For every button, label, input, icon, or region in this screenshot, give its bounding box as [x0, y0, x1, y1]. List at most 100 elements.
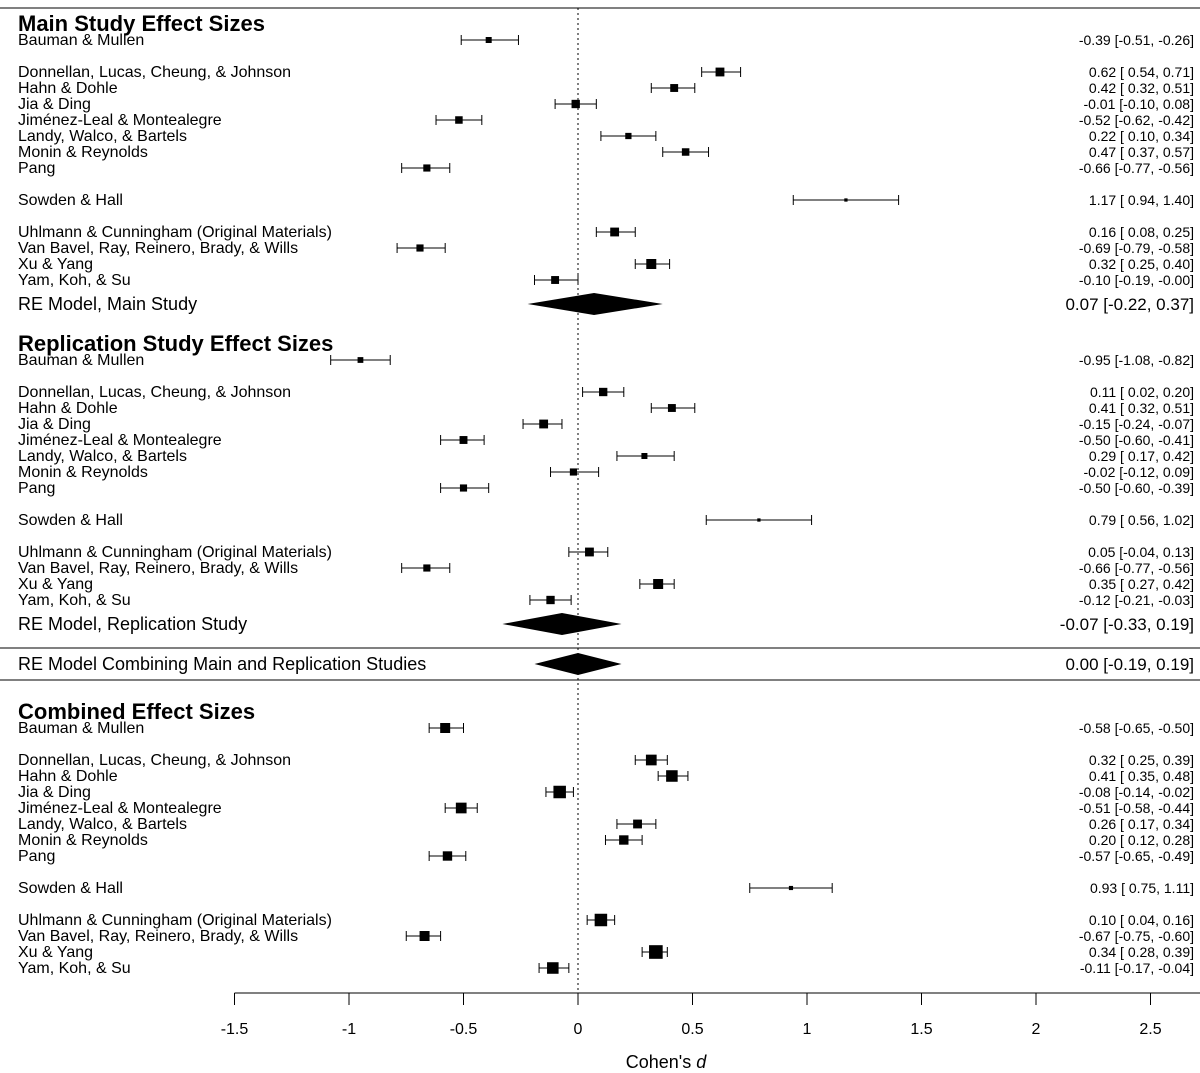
- section-1-study-ci: 1.17 [ 0.94, 1.40]: [1089, 192, 1194, 208]
- section-2-study-ci: 0.29 [ 0.17, 0.42]: [1089, 448, 1194, 464]
- section-1-study-ci: 0.47 [ 0.37, 0.57]: [1089, 144, 1194, 160]
- section-2-study-ci: -0.66 [-0.77, -0.56]: [1079, 560, 1194, 576]
- section-2-study-label: Yam, Koh, & Su: [18, 592, 131, 609]
- section-title: Replication Study Effect Sizes: [18, 331, 333, 356]
- section-1-point-estimate: [485, 37, 492, 43]
- section-2-study-label: Uhlmann & Cunningham (Original Materials…: [18, 544, 332, 561]
- combined-study-ci: 0.32 [ 0.25, 0.39]: [1089, 752, 1194, 768]
- section-2-study-label: Xu & Yang: [18, 576, 93, 593]
- section-1-study-label: Landy, Walco, & Bartels: [18, 128, 187, 145]
- section-1-point-estimate: [844, 198, 848, 202]
- section-1-study-label: Hahn & Dohle: [18, 80, 118, 97]
- x-tick-label: -1.5: [221, 1021, 249, 1038]
- combined-point-estimate: [619, 835, 629, 845]
- section-1-study-label: Donnellan, Lucas, Cheung, & Johnson: [18, 64, 291, 81]
- section-2-point-estimate: [757, 518, 761, 522]
- section-1-study-label: Yam, Koh, & Su: [18, 272, 131, 289]
- section-2-study-label: Hahn & Dohle: [18, 400, 118, 417]
- combined-study-label: Jiménez-Leal & Montealegre: [18, 800, 222, 817]
- section-2-study-label: Monin & Reynolds: [18, 464, 148, 481]
- section-1-point-estimate: [715, 67, 725, 77]
- section-1-study-label: Pang: [18, 160, 55, 177]
- section-2-study-label: Donnellan, Lucas, Cheung, & Johnson: [18, 384, 291, 401]
- combined-study-ci: 0.10 [ 0.04, 0.16]: [1089, 912, 1194, 928]
- x-tick-label: 2.5: [1139, 1021, 1161, 1038]
- section-1-study-label: Xu & Yang: [18, 256, 93, 273]
- section-2-point-estimate: [423, 564, 431, 572]
- combined-study-label: Landy, Walco, & Bartels: [18, 816, 187, 833]
- combined-study-ci: -0.51 [-0.58, -0.44]: [1079, 800, 1194, 816]
- section-1-study-ci: 0.62 [ 0.54, 0.71]: [1089, 64, 1194, 80]
- x-axis-label: Cohen's d: [626, 1052, 707, 1072]
- section-1-point-estimate: [571, 99, 580, 109]
- x-tick-label: 1.5: [910, 1021, 932, 1038]
- combined-study-ci: -0.11 [-0.17, -0.04]: [1080, 960, 1194, 976]
- combined-study-ci: -0.58 [-0.65, -0.50]: [1079, 720, 1194, 736]
- combined-point-estimate: [442, 851, 453, 861]
- x-tick-label: 1: [803, 1021, 812, 1038]
- combined-study-ci: -0.67 [-0.75, -0.60]: [1079, 928, 1194, 944]
- combined-study-label: Jia & Ding: [18, 784, 91, 801]
- section-1-study-ci: -0.66 [-0.77, -0.56]: [1079, 160, 1194, 176]
- combined-study-ci: -0.08 [-0.14, -0.02]: [1079, 784, 1194, 800]
- section-2-study-ci: -0.15 [-0.24, -0.07]: [1079, 416, 1194, 432]
- section-2-study-label: Bauman & Mullen: [18, 352, 144, 369]
- section-1-study-label: Jiménez-Leal & Montealegre: [18, 112, 222, 129]
- combined-study-ci: -0.57 [-0.65, -0.49]: [1079, 848, 1194, 864]
- section-2-point-estimate: [459, 484, 468, 492]
- section-2-summary-label: RE Model, Replication Study: [18, 614, 247, 634]
- section-1-summary-ci: 0.07 [-0.22, 0.37]: [1065, 295, 1194, 314]
- section-2-study-ci: 0.35 [ 0.27, 0.42]: [1089, 576, 1194, 592]
- section-2-study-label: Jiménez-Leal & Montealegre: [18, 432, 222, 449]
- x-tick-label: -1: [342, 1021, 356, 1038]
- combined-study-label: Bauman & Mullen: [18, 720, 144, 737]
- combined-point-estimate: [649, 945, 663, 959]
- section-1-study-label: Jia & Ding: [18, 96, 91, 113]
- combined-study-label: Sowden & Hall: [18, 880, 123, 897]
- combined-point-estimate: [666, 770, 678, 782]
- combined-point-estimate: [594, 913, 608, 927]
- section-1-study-label: Bauman & Mullen: [18, 32, 144, 49]
- combined-point-estimate: [645, 754, 657, 766]
- section-1-study-label: Uhlmann & Cunningham (Original Materials…: [18, 224, 332, 241]
- combined-study-ci: 0.20 [ 0.12, 0.28]: [1089, 832, 1194, 848]
- combined-study-label: Monin & Reynolds: [18, 832, 148, 849]
- section-2-point-estimate: [585, 547, 594, 557]
- section-1-study-ci: -0.01 [-0.10, 0.08]: [1083, 96, 1194, 112]
- combined-point-estimate: [419, 931, 430, 941]
- section-2-study-ci: -0.02 [-0.12, 0.09]: [1083, 464, 1194, 480]
- section-2-study-ci: -0.50 [-0.60, -0.39]: [1079, 480, 1194, 496]
- combined-point-estimate: [553, 785, 566, 799]
- section-2-point-estimate: [546, 595, 555, 605]
- x-axis-label-text: Cohen's: [626, 1052, 696, 1072]
- section-1-study-ci: -0.39 [-0.51, -0.26]: [1079, 32, 1194, 48]
- combined-study-ci: 0.41 [ 0.35, 0.48]: [1089, 768, 1194, 784]
- x-tick-label: 0.5: [681, 1021, 703, 1038]
- combined-point-estimate: [547, 962, 559, 974]
- x-axis-label-italic: d: [696, 1052, 707, 1072]
- combined-point-estimate: [788, 885, 794, 891]
- section-title: Main Study Effect Sizes: [18, 11, 265, 36]
- section-1-point-estimate: [610, 227, 620, 237]
- combined-study-ci: 0.26 [ 0.17, 0.34]: [1089, 816, 1194, 832]
- combined-study-label: Xu & Yang: [18, 944, 93, 961]
- section-1-summary-label: RE Model, Main Study: [18, 294, 197, 314]
- section-1-study-ci: -0.52 [-0.62, -0.42]: [1079, 112, 1194, 128]
- section-2-point-estimate: [569, 468, 577, 476]
- section-2-study-ci: -0.12 [-0.21, -0.03]: [1079, 592, 1194, 608]
- section-2-study-ci: -0.50 [-0.60, -0.41]: [1079, 432, 1194, 448]
- section-2-study-label: Van Bavel, Ray, Reinero, Brady, & Wills: [18, 560, 298, 577]
- combined-study-label: Pang: [18, 848, 55, 865]
- section-1-study-ci: 0.32 [ 0.25, 0.40]: [1089, 256, 1194, 272]
- section-1-study-ci: -0.10 [-0.19, -0.00]: [1079, 272, 1194, 288]
- section-1-point-estimate: [681, 148, 690, 156]
- combined-study-label: Uhlmann & Cunningham (Original Materials…: [18, 912, 332, 929]
- section-1-summary-diamond: [527, 293, 663, 315]
- section-1-point-estimate: [646, 259, 657, 269]
- section-2-point-estimate: [357, 357, 364, 363]
- combined-point-estimate: [633, 819, 642, 829]
- section-2-study-ci: -0.95 [-1.08, -0.82]: [1079, 352, 1194, 368]
- combined-study-ci: 0.93 [ 0.75, 1.11]: [1090, 880, 1194, 896]
- combined-study-label: Donnellan, Lucas, Cheung, & Johnson: [18, 752, 291, 769]
- section-2-point-estimate: [667, 404, 676, 412]
